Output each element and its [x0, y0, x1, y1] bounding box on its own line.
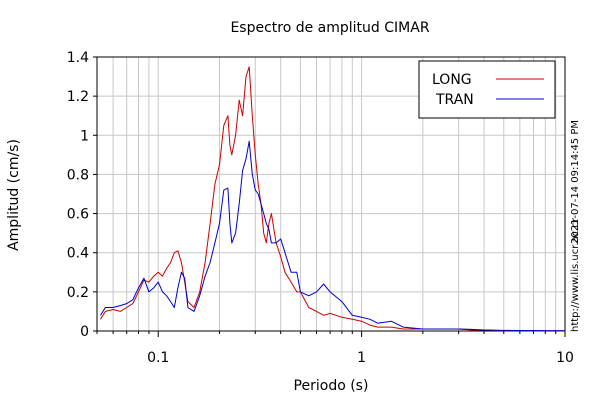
y-tick-label: 0.8 — [67, 167, 89, 183]
axis-ticks: 0 0.2 0.4 0.6 0.8 1 1.2 1.4 0.1 1 10 — [67, 50, 574, 366]
y-tick-label: 0.4 — [67, 246, 89, 262]
legend-label-long: LONG — [432, 72, 472, 88]
y-axis-label: Amplitud (cm/s) — [6, 139, 22, 251]
plot-frame — [96, 56, 566, 332]
plot-area — [96, 56, 566, 332]
legend-box — [418, 60, 556, 119]
y-tick-label: 0.2 — [67, 285, 89, 301]
series-line-long — [100, 66, 565, 332]
chart-title: Espectro de amplitud CIMAR — [230, 20, 429, 36]
legend: LONG TRAN — [418, 60, 556, 119]
y-tick-label: 1 — [80, 128, 89, 144]
series-layer — [100, 66, 566, 332]
y-tick-label: 0 — [80, 324, 89, 340]
x-tick-label: 0.1 — [147, 350, 169, 366]
legend-label-tran: TRAN — [435, 92, 474, 108]
x-tick-label: 1 — [357, 350, 366, 366]
x-tick-label: 10 — [556, 350, 574, 366]
x-axis-label: Periodo (s) — [294, 378, 369, 394]
y-tick-label: 0.6 — [67, 207, 89, 223]
y-tick-label: 1.2 — [67, 89, 89, 105]
series-line-tran — [100, 140, 566, 332]
timestamp-label: 2021-07-14 09:14:45 PM — [570, 120, 581, 244]
source-url-label: http://www.lis.ucr.ac.cr — [570, 217, 581, 332]
y-tick-label: 1.4 — [67, 50, 89, 66]
